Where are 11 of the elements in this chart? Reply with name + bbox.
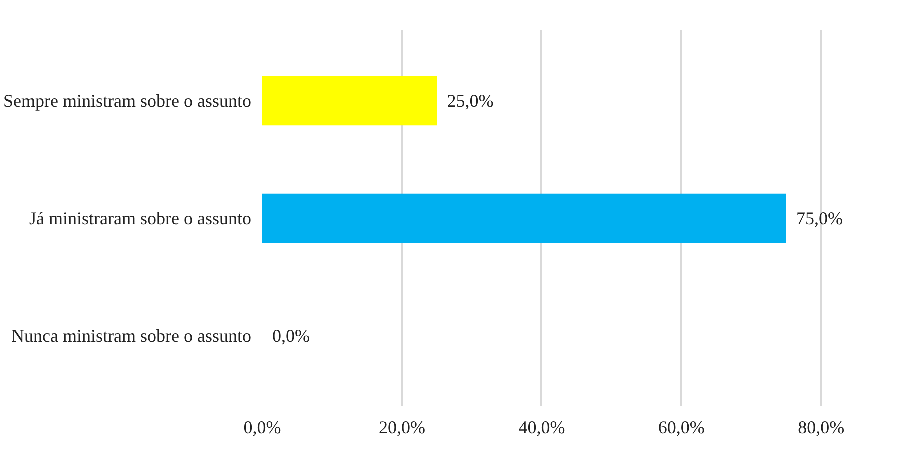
x-tick-label: 60,0% (658, 418, 705, 438)
data-label: 25,0% (447, 91, 494, 111)
x-tick-label: 40,0% (518, 418, 566, 438)
data-label: 75,0% (796, 208, 844, 228)
y-tick-label: Sempre ministram sobre o assunto (4, 91, 252, 111)
data-label: 0,0% (272, 326, 310, 346)
y-tick-label: Já ministraram sobre o assunto (30, 208, 252, 228)
x-tick-label: 0,0% (244, 418, 282, 438)
x-tick-label: 20,0% (378, 418, 426, 438)
y-tick-label: Nunca ministram sobre o assunto (12, 326, 252, 346)
x-tick-label: 80,0% (798, 418, 845, 438)
